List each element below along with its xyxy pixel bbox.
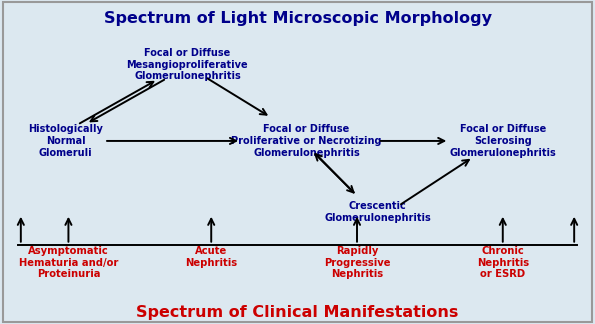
Text: Spectrum of Light Microscopic Morphology: Spectrum of Light Microscopic Morphology bbox=[104, 11, 491, 26]
Text: Focal or Diffuse
Sclerosing
Glomerulonephritis: Focal or Diffuse Sclerosing Glomerulonep… bbox=[449, 124, 556, 157]
Text: Focal or Diffuse
Mesangioproliferative
Glomerulonephritis: Focal or Diffuse Mesangioproliferative G… bbox=[127, 48, 248, 81]
Text: Histologically
Normal
Glomeruli: Histologically Normal Glomeruli bbox=[28, 124, 103, 157]
Text: Acute
Nephritis: Acute Nephritis bbox=[185, 246, 237, 268]
Text: Asymptomatic
Hematuria and/or
Proteinuria: Asymptomatic Hematuria and/or Proteinuri… bbox=[18, 246, 118, 279]
Text: Focal or Diffuse
Proliferative or Necrotizing
Glomerulonephritis: Focal or Diffuse Proliferative or Necrot… bbox=[231, 124, 381, 157]
Text: Rapidly
Progressive
Nephritis: Rapidly Progressive Nephritis bbox=[324, 246, 390, 279]
Text: Chronic
Nephritis
or ESRD: Chronic Nephritis or ESRD bbox=[477, 246, 529, 279]
Text: Crescentic
Glomerulonephritis: Crescentic Glomerulonephritis bbox=[324, 202, 431, 223]
Text: Spectrum of Clinical Manifestations: Spectrum of Clinical Manifestations bbox=[136, 305, 459, 320]
FancyBboxPatch shape bbox=[3, 2, 592, 322]
